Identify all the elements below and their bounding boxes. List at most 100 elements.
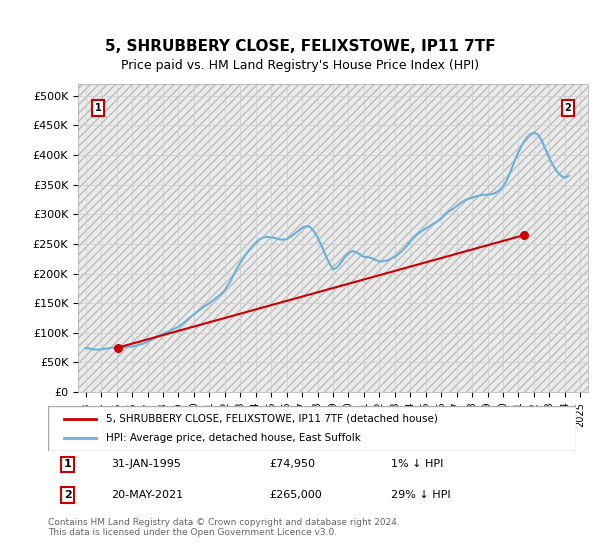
Bar [387, 84, 389, 392]
Bar [186, 84, 188, 392]
Bar [302, 84, 304, 392]
Bar [376, 84, 377, 392]
Bar [445, 84, 447, 392]
Bar [538, 84, 540, 392]
Bar [337, 84, 339, 392]
Bar [352, 84, 354, 392]
Text: 2: 2 [565, 102, 571, 113]
Bar [426, 84, 428, 392]
Bar [217, 84, 219, 392]
Bar [422, 84, 424, 392]
Bar [383, 84, 385, 392]
Bar [495, 84, 497, 392]
Bar [360, 84, 362, 392]
Bar [132, 84, 134, 392]
Bar [163, 84, 165, 392]
Text: HPI: Average price, detached house, East Suffolk: HPI: Average price, detached house, East… [106, 433, 361, 444]
Bar [116, 84, 119, 392]
Bar [86, 84, 88, 392]
Bar [136, 84, 138, 392]
Text: 1: 1 [95, 102, 101, 113]
Bar [89, 84, 92, 392]
Bar [194, 84, 196, 392]
Bar [178, 84, 181, 392]
Bar [124, 84, 126, 392]
Bar [295, 84, 296, 392]
Text: Contains HM Land Registry data © Crown copyright and database right 2024.
This d: Contains HM Land Registry data © Crown c… [48, 518, 400, 538]
Bar [503, 84, 505, 392]
Bar [553, 84, 555, 392]
Bar [437, 84, 439, 392]
Bar [484, 84, 485, 392]
Text: 2: 2 [64, 490, 71, 500]
Bar [279, 84, 281, 392]
Bar [325, 84, 327, 392]
Text: 29% ↓ HPI: 29% ↓ HPI [391, 490, 451, 500]
Bar [205, 84, 208, 392]
Bar [322, 84, 323, 392]
Bar [577, 84, 578, 392]
Bar [314, 84, 316, 392]
Bar [128, 84, 130, 392]
Bar [236, 84, 238, 392]
Bar [472, 84, 474, 392]
Bar [82, 84, 84, 392]
Text: 1: 1 [64, 459, 71, 469]
Bar [491, 84, 493, 392]
Bar [271, 84, 273, 392]
Bar [441, 84, 443, 392]
Text: 1% ↓ HPI: 1% ↓ HPI [391, 459, 443, 469]
Bar [526, 84, 528, 392]
Bar [159, 84, 161, 392]
Bar [333, 84, 335, 392]
Bar [240, 84, 242, 392]
Bar [344, 84, 347, 392]
Bar [317, 84, 319, 392]
Bar [233, 84, 235, 392]
Point [113, 343, 122, 352]
Bar [371, 84, 374, 392]
Bar [395, 84, 397, 392]
Bar [341, 84, 343, 392]
Bar [221, 84, 223, 392]
Bar [557, 84, 559, 392]
Bar [306, 84, 308, 392]
Bar [329, 84, 331, 392]
Bar [403, 84, 404, 392]
Text: 31-JAN-1995: 31-JAN-1995 [112, 459, 181, 469]
Text: £74,950: £74,950 [270, 459, 316, 469]
FancyBboxPatch shape [48, 406, 576, 451]
Bar [464, 84, 466, 392]
Bar [290, 84, 292, 392]
Text: Price paid vs. HM Land Registry's House Price Index (HPI): Price paid vs. HM Land Registry's House … [121, 59, 479, 72]
Bar [406, 84, 409, 392]
Bar [202, 84, 203, 392]
Bar [244, 84, 246, 392]
Text: 5, SHRUBBERY CLOSE, FELIXSTOWE, IP11 7TF: 5, SHRUBBERY CLOSE, FELIXSTOWE, IP11 7TF [104, 39, 496, 54]
Bar [414, 84, 416, 392]
Bar [310, 84, 312, 392]
Bar [121, 84, 122, 392]
Bar [569, 84, 571, 392]
Bar [580, 84, 582, 392]
Bar [398, 84, 401, 392]
Bar [511, 84, 512, 392]
Bar [175, 84, 176, 392]
Bar [461, 84, 463, 392]
Bar [256, 84, 257, 392]
Bar [78, 84, 80, 392]
Bar [260, 84, 262, 392]
Bar [229, 84, 230, 392]
Bar [476, 84, 478, 392]
Bar [584, 84, 586, 392]
Bar [356, 84, 358, 392]
Bar [151, 84, 154, 392]
Bar [113, 84, 115, 392]
Bar [287, 84, 289, 392]
Bar [523, 84, 524, 392]
Bar [565, 84, 567, 392]
Bar [379, 84, 381, 392]
Bar [518, 84, 520, 392]
Bar [449, 84, 451, 392]
Bar [499, 84, 501, 392]
